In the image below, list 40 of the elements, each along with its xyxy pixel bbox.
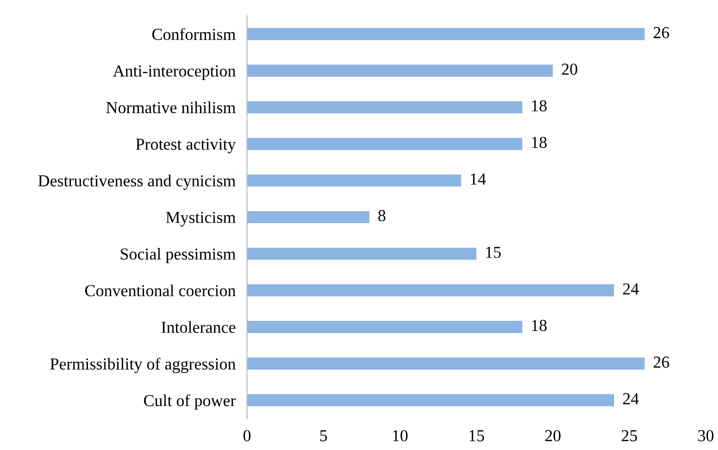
data-label: 18 bbox=[532, 100, 547, 112]
data-label: 26 bbox=[654, 356, 670, 368]
x-tick-label: 10 bbox=[393, 430, 408, 442]
y-tick-label: Cult of power bbox=[144, 394, 236, 410]
y-tick-label: Destructiveness and cynicism bbox=[38, 174, 236, 190]
x-tick-label: 20 bbox=[545, 430, 561, 442]
y-tick-label: Protest activity bbox=[136, 138, 236, 154]
y-tick-label: Conventional coercion bbox=[85, 284, 236, 296]
bar bbox=[246, 174, 462, 187]
bar bbox=[246, 138, 522, 150]
y-tick-label: Mysticism bbox=[166, 212, 236, 226]
y-tick-label: Anti-interoception bbox=[112, 65, 236, 80]
y-tick-label: Normative nihilism bbox=[106, 102, 236, 114]
data-label: 24 bbox=[623, 283, 639, 294]
data-label: 8 bbox=[378, 210, 386, 222]
data-label: 15 bbox=[486, 246, 501, 258]
data-label: 24 bbox=[623, 393, 639, 404]
bar bbox=[246, 28, 645, 40]
y-tick-label: Conformism bbox=[152, 28, 236, 40]
x-tick-label: 30 bbox=[698, 430, 714, 442]
data-label: 20 bbox=[562, 64, 578, 75]
x-tick-label: 5 bbox=[320, 430, 327, 442]
bar bbox=[246, 248, 476, 260]
bar bbox=[246, 284, 614, 296]
data-label: 18 bbox=[532, 136, 547, 148]
bar bbox=[246, 358, 645, 370]
bar bbox=[246, 211, 370, 224]
bar bbox=[246, 394, 614, 406]
data-label: 18 bbox=[532, 320, 547, 332]
y-tick-label: Social pessimism bbox=[120, 248, 236, 264]
x-tick-label: 15 bbox=[470, 430, 484, 442]
data-label: 26 bbox=[654, 27, 670, 38]
bar bbox=[246, 64, 553, 77]
bar bbox=[246, 101, 522, 114]
data-label: 14 bbox=[470, 174, 486, 185]
y-tick-label: Permissibility of aggression bbox=[50, 358, 236, 374]
x-tick-label: 25 bbox=[622, 430, 638, 442]
bar bbox=[246, 320, 522, 334]
x-tick-label: 0 bbox=[243, 430, 251, 442]
y-tick-label: Intolerance bbox=[162, 321, 236, 333]
